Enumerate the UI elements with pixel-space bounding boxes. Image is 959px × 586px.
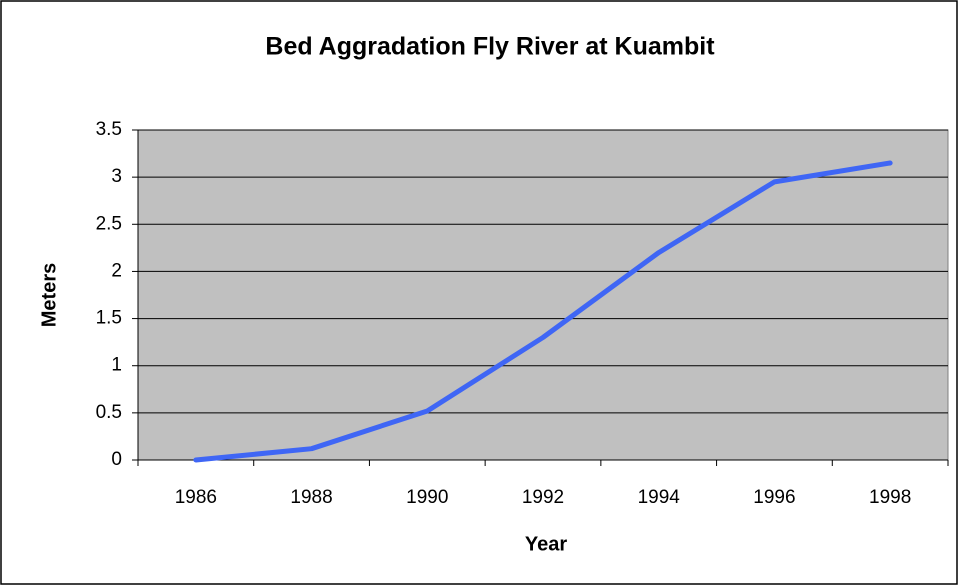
y-tick-label: 3.5 [96,119,122,140]
x-tick-label: 1992 [522,487,564,508]
x-axis-title: Year [525,533,567,555]
plot-area [137,129,949,461]
x-tick-label: 1988 [290,487,332,508]
x-tick-label: 1990 [406,487,448,508]
data-line [193,160,893,463]
y-tick-label: 3 [111,166,122,187]
y-tick-label: 2.5 [96,213,122,234]
x-tick-label: 1998 [869,487,911,508]
x-tick-label: 1986 [175,487,217,508]
x-tick-label: 1996 [753,487,795,508]
y-tick-label: 0.5 [96,402,122,423]
y-tick-label: 2 [111,260,122,281]
y-tick-label: 1.5 [96,308,122,329]
x-tick-label: 1994 [638,487,681,508]
chart-title: Bed Aggradation Fly River at Kuambit [265,33,715,61]
y-axis-title: Meters [38,263,60,327]
y-tick-label: 1 [111,355,122,376]
y-tick-label: 0 [111,449,122,470]
